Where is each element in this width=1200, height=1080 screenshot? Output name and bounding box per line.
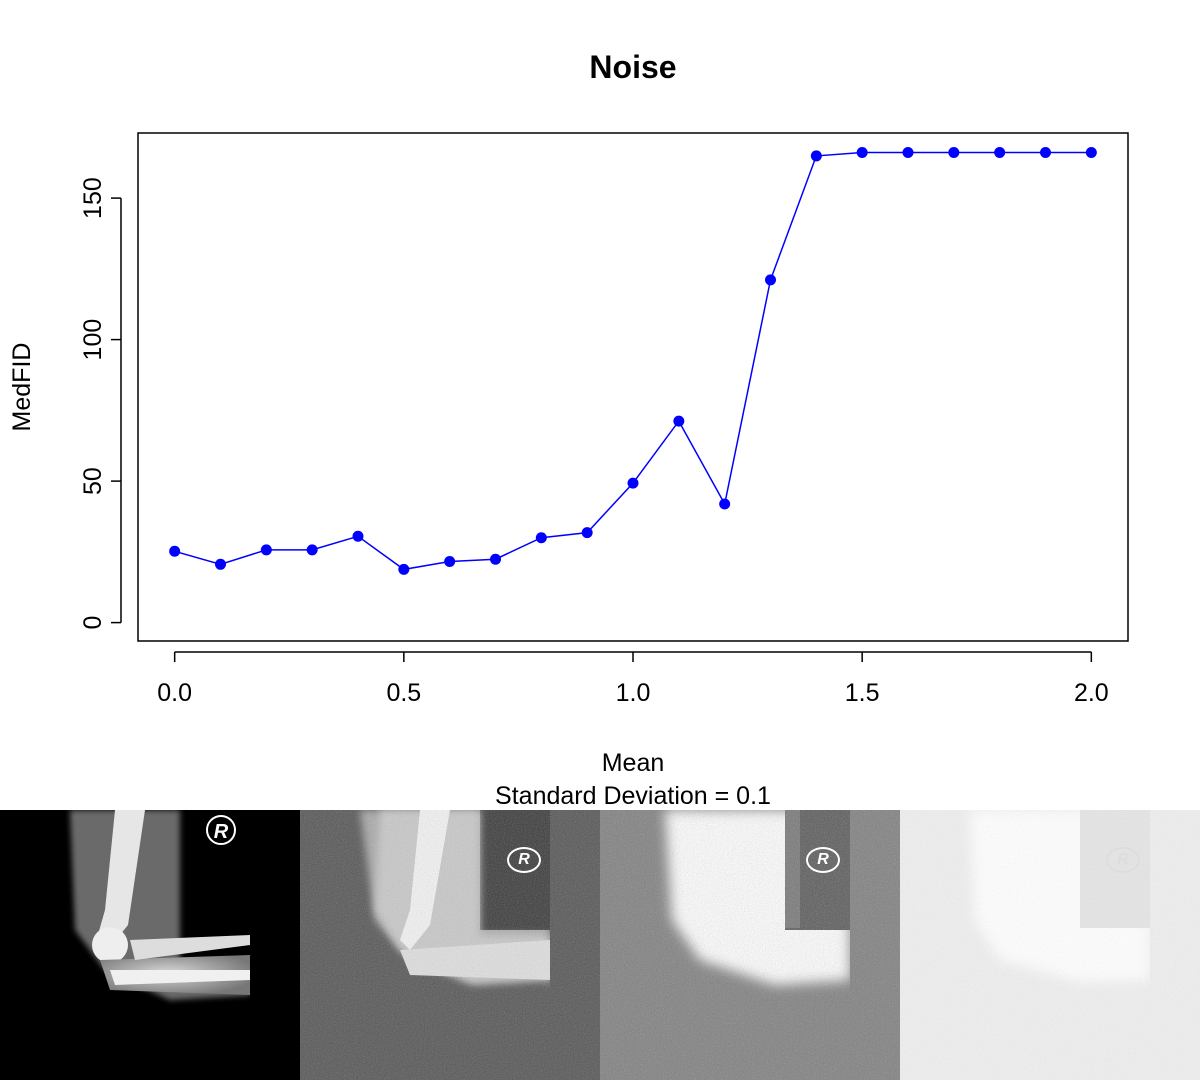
x-tick-label: 1.5 [845,679,880,707]
data-point [948,147,960,159]
x-ray-medium-noise-panel: R [600,810,900,1080]
x-ray-original-panel: R [0,810,300,1080]
y-tick-label: 0 [79,616,107,630]
x-ray-medium-noise-image [600,810,900,1080]
data-point [719,498,731,510]
x-ray-high-noise-image [900,810,1200,1080]
data-point [810,150,822,162]
data-point [581,527,593,539]
x-tick-label: 2.0 [1074,679,1109,707]
watermark-r-icon: R [507,847,541,873]
x-tick-label: 1.0 [616,679,651,707]
data-point [490,553,501,565]
data-point [1085,147,1097,159]
plot-frame [137,132,1129,642]
x-tick-label: 0.0 [157,679,192,707]
data-point [444,555,456,567]
x-axis-subtitle: Standard Deviation = 0.1 [495,782,771,810]
y-tick-label: 150 [79,177,107,219]
x-tick-label: 0.5 [386,679,421,707]
series-line [174,151,1092,571]
data-point [306,544,318,556]
x-ray-low-noise-panel: R [300,810,600,1080]
y-axis-label: MedFID [8,343,36,432]
series-group [169,147,1097,575]
data-point [535,532,547,544]
watermark-r-icon: R [206,815,236,845]
watermark-r-icon: R [1106,847,1140,873]
watermark-r-icon: R [806,847,840,873]
data-point [627,477,639,489]
chart-title: Noise [589,49,676,85]
noise-chart: Noise 0.0 0.5 1.0 1.5 2.0 0 50 100 150 Mean Sta… [8,49,1129,810]
data-point [673,415,685,427]
chart-canvas: Noise 0.0 0.5 1.0 1.5 2.0 0 50 100 150 Mean Sta… [8,49,1129,810]
data-point [169,545,181,557]
x-axis: 0.0 0.5 1.0 1.5 2.0 [157,651,1109,707]
data-point [398,563,410,575]
data-point [1040,147,1051,159]
y-tick-label: 50 [79,467,107,495]
data-point [352,530,364,542]
data-point [260,544,272,556]
x-axis-label: Mean [602,749,665,777]
x-ray-original-image [0,810,300,1080]
data-point [215,558,226,570]
data-point [994,147,1006,159]
x-ray-image-strip: R R [0,810,1200,1080]
y-tick-label: 100 [79,319,107,361]
y-axis: 0 50 100 150 [79,177,122,630]
x-ray-low-noise-image [300,810,600,1080]
data-point [902,147,914,159]
data-point [765,274,776,286]
data-point [856,147,868,159]
x-ray-high-noise-panel: R [900,810,1200,1080]
